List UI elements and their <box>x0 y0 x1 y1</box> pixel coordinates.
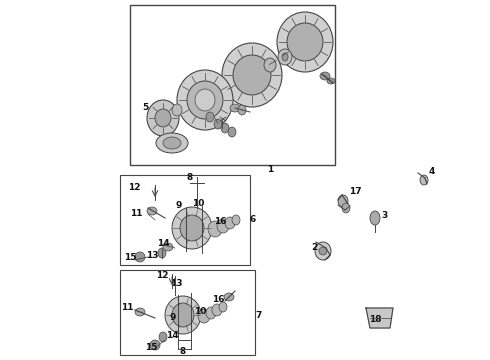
Ellipse shape <box>342 203 350 213</box>
Ellipse shape <box>156 133 188 153</box>
Ellipse shape <box>233 55 271 95</box>
Ellipse shape <box>155 109 171 127</box>
Ellipse shape <box>172 303 194 327</box>
Ellipse shape <box>319 247 327 255</box>
Text: 5: 5 <box>142 103 148 112</box>
Ellipse shape <box>282 53 288 61</box>
Text: 14: 14 <box>166 332 178 341</box>
Text: 9: 9 <box>170 314 176 323</box>
Ellipse shape <box>206 307 216 319</box>
Text: 10: 10 <box>194 307 206 316</box>
Ellipse shape <box>177 70 233 130</box>
Ellipse shape <box>212 304 222 316</box>
Ellipse shape <box>230 104 240 112</box>
Text: 11: 11 <box>121 303 133 312</box>
Ellipse shape <box>222 43 282 107</box>
Text: 16: 16 <box>212 296 224 305</box>
Text: 15: 15 <box>124 253 136 262</box>
Ellipse shape <box>147 207 157 215</box>
Text: 14: 14 <box>157 239 170 248</box>
Text: 8: 8 <box>180 347 186 356</box>
Ellipse shape <box>187 81 223 119</box>
Ellipse shape <box>172 104 182 116</box>
Ellipse shape <box>165 296 201 334</box>
Text: 6: 6 <box>250 216 256 225</box>
Ellipse shape <box>370 211 380 225</box>
Ellipse shape <box>278 49 292 65</box>
Text: 15: 15 <box>145 342 157 351</box>
Ellipse shape <box>147 100 179 136</box>
Ellipse shape <box>320 72 330 80</box>
Ellipse shape <box>232 215 240 225</box>
Ellipse shape <box>238 105 246 115</box>
Ellipse shape <box>198 309 210 323</box>
Text: 18: 18 <box>369 315 381 324</box>
Ellipse shape <box>224 293 234 301</box>
Ellipse shape <box>214 119 222 129</box>
Text: 16: 16 <box>214 217 226 226</box>
Text: 11: 11 <box>130 210 142 219</box>
Ellipse shape <box>217 219 229 233</box>
Ellipse shape <box>195 89 215 111</box>
Ellipse shape <box>172 207 212 249</box>
Text: 17: 17 <box>349 188 361 197</box>
Ellipse shape <box>420 175 428 185</box>
Text: 10: 10 <box>192 199 204 208</box>
Ellipse shape <box>277 12 333 72</box>
Text: 7: 7 <box>256 310 262 320</box>
Ellipse shape <box>206 112 214 122</box>
Text: 13: 13 <box>146 251 158 260</box>
Ellipse shape <box>180 215 204 241</box>
Ellipse shape <box>225 217 235 229</box>
Ellipse shape <box>219 302 227 312</box>
Bar <box>130 5 335 165</box>
Ellipse shape <box>158 248 166 258</box>
Ellipse shape <box>264 58 276 72</box>
Text: 3: 3 <box>381 211 387 220</box>
Text: 12: 12 <box>128 184 140 193</box>
Ellipse shape <box>287 23 323 61</box>
Ellipse shape <box>163 243 173 251</box>
Text: 9: 9 <box>176 202 182 211</box>
Ellipse shape <box>327 78 335 84</box>
Bar <box>120 175 250 265</box>
Polygon shape <box>366 308 393 328</box>
Ellipse shape <box>208 221 222 237</box>
Ellipse shape <box>338 195 348 207</box>
Ellipse shape <box>228 127 236 137</box>
Ellipse shape <box>163 137 181 149</box>
Text: 2: 2 <box>311 243 317 252</box>
Text: 13: 13 <box>170 279 182 288</box>
Text: 4: 4 <box>429 167 435 176</box>
Ellipse shape <box>221 123 229 133</box>
Bar <box>120 270 255 355</box>
Ellipse shape <box>135 252 145 262</box>
Ellipse shape <box>159 332 167 342</box>
Ellipse shape <box>150 340 160 350</box>
Text: 1: 1 <box>267 166 273 175</box>
Text: 8: 8 <box>187 174 193 183</box>
Ellipse shape <box>315 242 331 260</box>
Ellipse shape <box>135 308 145 316</box>
Text: 12: 12 <box>156 271 168 280</box>
